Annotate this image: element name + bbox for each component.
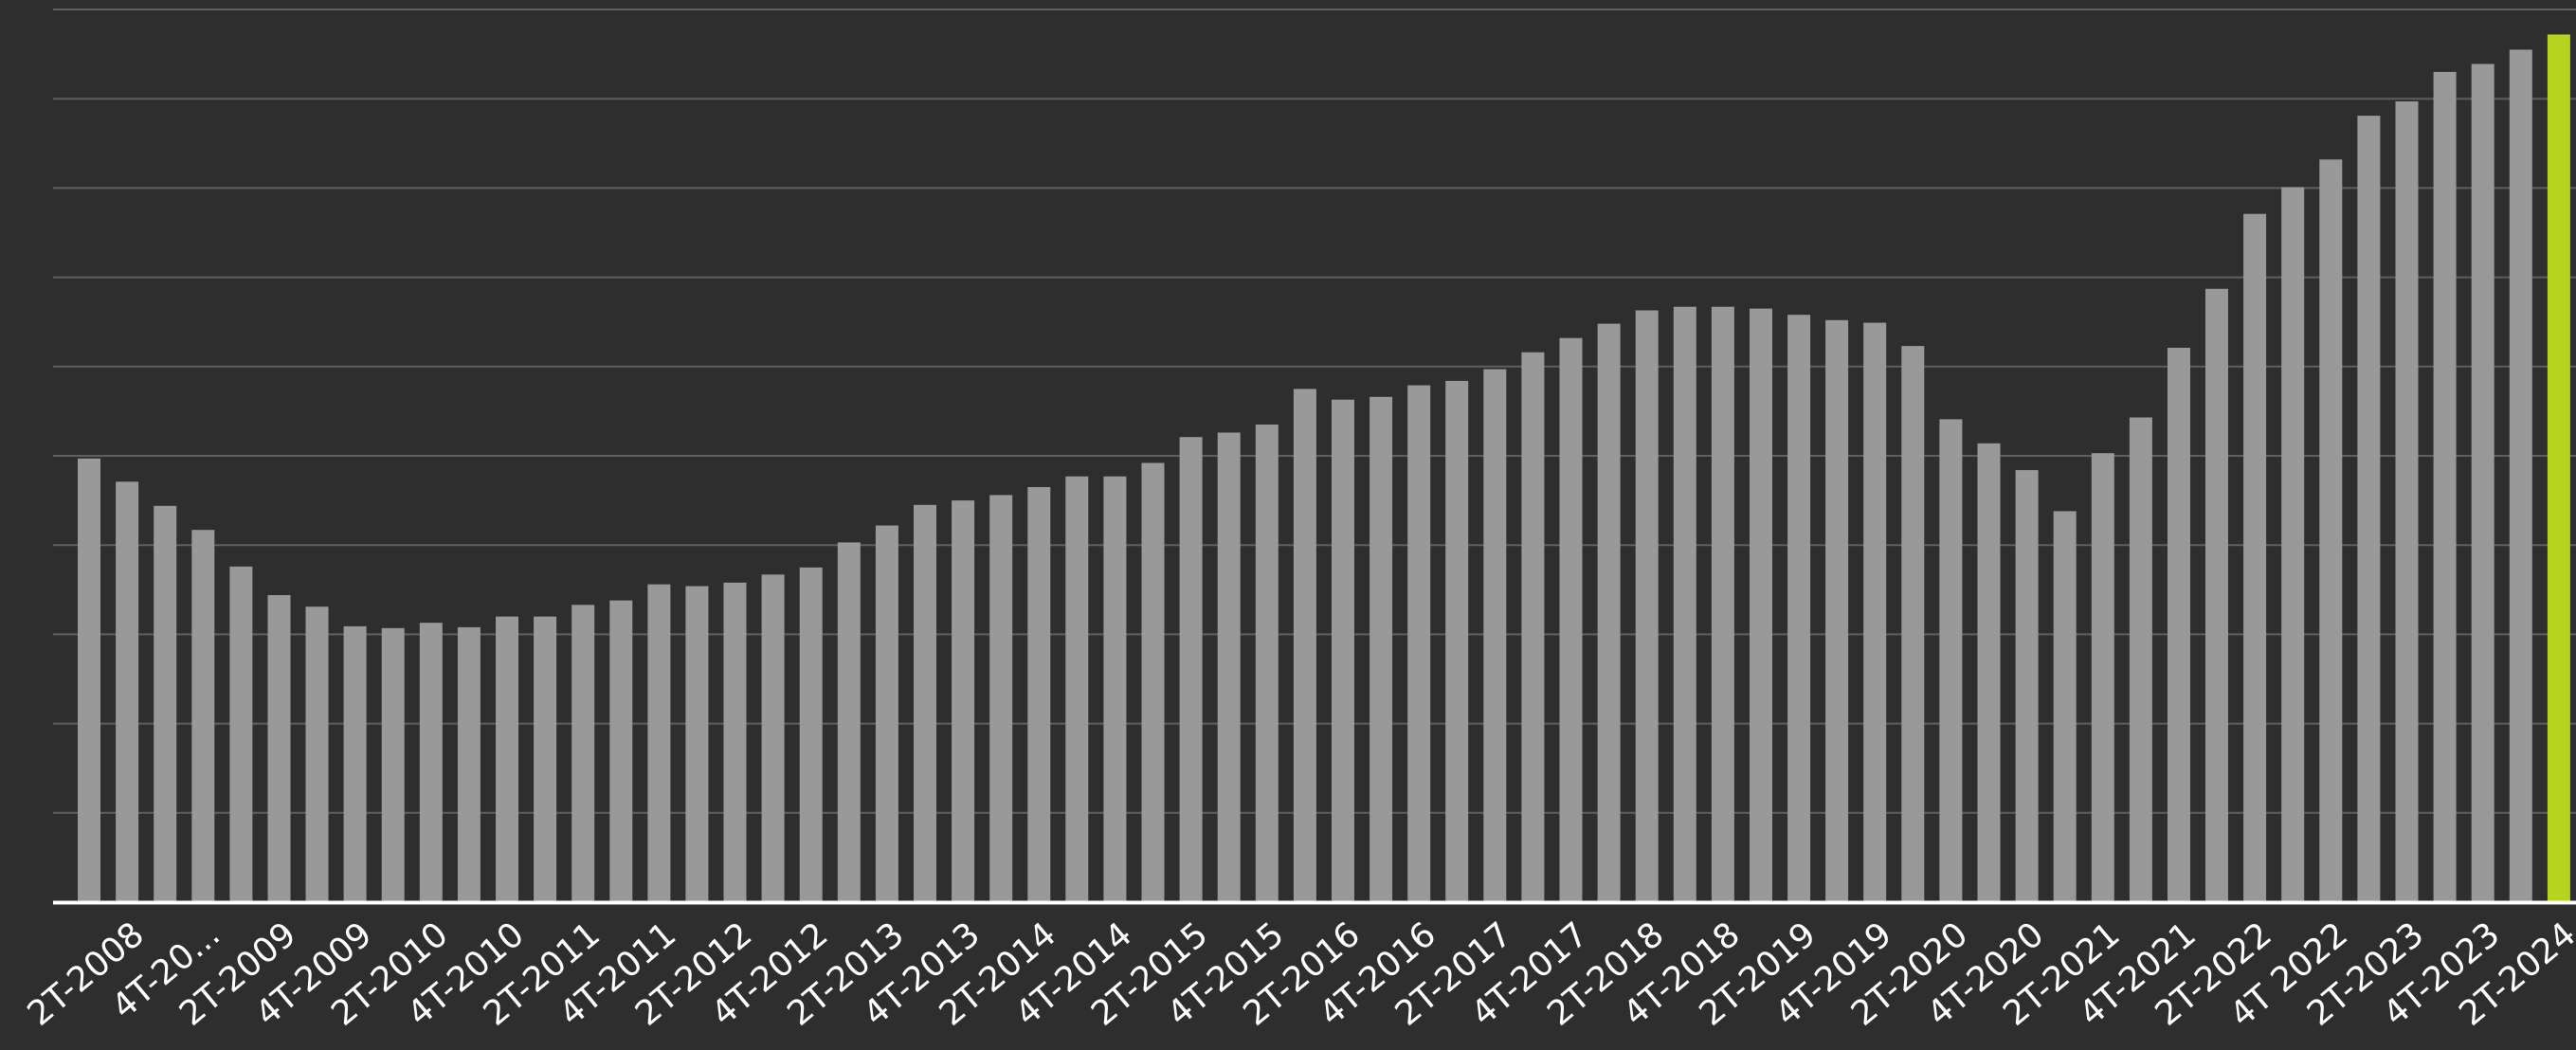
bar-1T-2008 <box>78 458 100 902</box>
bar-4T-2012 <box>799 567 823 903</box>
bar-4T-20... <box>191 530 215 902</box>
bar-2T-2014 <box>1027 487 1051 902</box>
bar-1T-2018 <box>1597 323 1621 903</box>
bar-3T-2008 <box>154 505 177 902</box>
bar-4T-2021 <box>2168 348 2190 902</box>
bar-2T-2019 <box>1787 315 1811 902</box>
bar-2T-2010 <box>419 623 443 902</box>
x-tick-labels: 2T-20084T-20...2T-20094T-20092T-20104T-2… <box>21 914 2576 1035</box>
bar-1T-2010 <box>381 627 405 902</box>
bar-3T-2022 <box>2281 187 2305 902</box>
bar-4T-2010 <box>496 616 518 902</box>
bar-2T-2018 <box>1635 310 1659 902</box>
bar-2T-2016 <box>1332 399 1354 902</box>
bar-1T-2013 <box>837 542 861 902</box>
bar-3T-2017 <box>1521 352 1545 902</box>
bar-2T-2012 <box>723 582 747 902</box>
bar-3T-2018 <box>1673 306 1696 902</box>
bar-2T-2023 <box>2395 101 2419 902</box>
bar-3T-2023 <box>2433 71 2457 902</box>
bar-1T-2023 <box>2357 116 2381 903</box>
bar-2T-2024 <box>2547 34 2570 902</box>
bar-4T-2020 <box>2015 470 2039 902</box>
bar-3T-2013 <box>914 504 936 902</box>
bar-1T-2009 <box>229 566 253 902</box>
bar-4T-2019 <box>1863 322 1887 903</box>
bar-1T-2024 <box>2509 49 2532 902</box>
bar-2T-2022 <box>2243 213 2267 902</box>
bar-1T-2012 <box>685 586 709 902</box>
bar-4T-2018 <box>1711 306 1734 902</box>
bar-3T-2016 <box>1370 396 1393 902</box>
bar-2T-2017 <box>1483 369 1507 903</box>
bars <box>78 34 2570 903</box>
bar-3T-2019 <box>1825 319 1849 902</box>
bar-4T-2017 <box>1559 337 1583 902</box>
bar-4T-2014 <box>1103 476 1127 902</box>
bar-2T-2009 <box>267 595 291 902</box>
bar-3T-2010 <box>457 626 481 902</box>
bar-2T-2013 <box>875 525 898 902</box>
bar-4T-2023 <box>2471 63 2494 902</box>
bar-1T-2017 <box>1445 380 1469 902</box>
bar-1T-2022 <box>2205 288 2228 902</box>
bar-3T-2012 <box>761 574 785 902</box>
bar-1T-2019 <box>1750 308 1772 903</box>
bar-4T-2009 <box>343 625 367 902</box>
bar-2T-2021 <box>2091 453 2114 902</box>
bar-1T-2021 <box>2053 511 2077 902</box>
bar-3T-2011 <box>609 600 633 902</box>
bar-3T-2021 <box>2129 417 2152 902</box>
bar-1T-2016 <box>1293 389 1316 902</box>
bar-1T-2011 <box>534 616 557 902</box>
bar-3T-2009 <box>305 606 329 902</box>
bar-3T-2020 <box>1977 443 2001 902</box>
bar-4T-2016 <box>1407 385 1431 903</box>
bar-2T-2020 <box>1939 419 1963 902</box>
bar-4T 2022 <box>2319 159 2343 903</box>
bar-1T-2020 <box>1901 346 1925 903</box>
bar-2T-2015 <box>1179 437 1203 902</box>
bar-3T-2015 <box>1217 432 1241 902</box>
bar-1T-2015 <box>1141 462 1165 902</box>
bar-2T-2008 <box>116 481 139 902</box>
bar-4T-2013 <box>952 500 975 902</box>
bar-1T-2014 <box>989 495 1013 902</box>
bar-4T-2011 <box>647 584 671 902</box>
bar-4T-2015 <box>1255 425 1279 902</box>
bar-3T-2014 <box>1065 476 1089 902</box>
bar-2T-2011 <box>571 605 595 902</box>
